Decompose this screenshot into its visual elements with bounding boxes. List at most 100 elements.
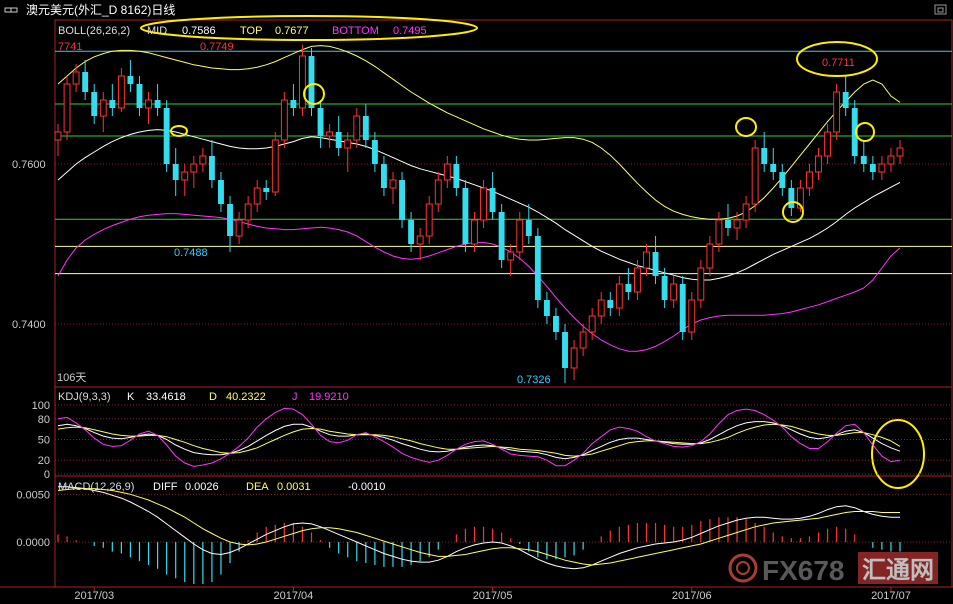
candle-body-up xyxy=(806,171,813,189)
legend-highlight-ellipse xyxy=(140,15,478,41)
candle-body-down xyxy=(172,164,179,180)
candle-body-down xyxy=(308,56,315,108)
candle-body-down xyxy=(408,220,415,244)
macd-label: MACD(12,26,9) xyxy=(58,481,134,493)
left-edge-label: 7741 xyxy=(58,41,82,53)
boll-bottom-label: BOTTOM xyxy=(332,25,379,37)
link-icon[interactable] xyxy=(4,7,18,13)
kdj-lines xyxy=(57,407,901,467)
boll-bottom-value: 0.7495 xyxy=(393,25,427,37)
candle-body-down xyxy=(779,172,786,188)
price-annotations: 7741 0.7749 0.7488 0.7326 0.7711 106天 xyxy=(57,41,855,386)
high-label-june: 0.7711 xyxy=(822,57,855,69)
candle-body-up xyxy=(326,131,334,137)
candle-body-up xyxy=(190,163,198,173)
macd-diff-value: 0.0026 xyxy=(185,481,219,493)
kdj-d-label: D xyxy=(209,391,217,403)
candle-body-up xyxy=(715,219,723,245)
kdj-line-k xyxy=(57,421,901,460)
candle-body-up xyxy=(751,147,759,205)
candle-body-down xyxy=(725,220,731,228)
candle-body-up xyxy=(833,91,841,133)
watermark-sub: 汇通网 xyxy=(862,557,934,584)
candle-body-up xyxy=(697,267,705,301)
kdj-line-d xyxy=(57,423,901,457)
candle-body-up xyxy=(443,163,451,181)
kdj-ytick-label: 80 xyxy=(38,414,50,426)
candle-body-down xyxy=(371,140,378,164)
candle-body-down xyxy=(208,156,215,180)
june-ellipse-2 xyxy=(782,201,804,223)
candle-body-up xyxy=(181,171,189,181)
candle-body-down xyxy=(851,108,858,156)
boll-legend: BOLL(26,26,2) MID 0.7586 TOP 0.7677 BOTT… xyxy=(58,25,427,37)
candle-body-down xyxy=(263,188,270,192)
price-ytick-label: 0.7400 xyxy=(12,319,46,331)
candle-body-up xyxy=(253,187,261,205)
candle-body-down xyxy=(679,284,686,332)
june-ellipse-1 xyxy=(735,117,757,137)
candle-body-up xyxy=(588,315,596,333)
candle-body-up xyxy=(145,99,152,109)
candle-body-up xyxy=(480,187,487,221)
price-grid xyxy=(55,163,952,325)
candle-body-up xyxy=(815,155,822,173)
candle-body-up xyxy=(117,75,125,109)
candle-body-down xyxy=(607,300,614,308)
kdj-j-label: J xyxy=(292,391,298,403)
candle-body-up xyxy=(570,347,578,369)
macd-y-axis: 0.0050 0.0000 xyxy=(16,489,50,549)
candle-body-down xyxy=(498,212,505,260)
low-label-march: 0.7488 xyxy=(174,247,208,259)
candle-body-up xyxy=(878,163,886,173)
macd-grid xyxy=(55,493,952,543)
macd-lines xyxy=(57,486,900,570)
macd-ytick-label: 0.0050 xyxy=(16,489,50,501)
candle-body-up xyxy=(434,179,442,205)
candle-body-down xyxy=(227,204,233,236)
boll-mid-value: 0.7586 xyxy=(182,25,216,37)
candle-body-up xyxy=(796,187,804,209)
macd-diff-label: DIFF xyxy=(153,481,178,493)
candle-body-up xyxy=(688,299,696,333)
candle-body-up xyxy=(733,219,741,229)
march-ellipse xyxy=(170,125,188,137)
candle-body-down xyxy=(842,92,849,108)
candle-body-down xyxy=(543,300,550,316)
price-panel-frame xyxy=(54,19,953,388)
candle-body-down xyxy=(317,108,324,136)
panel-frames xyxy=(0,19,953,588)
april-ellipse xyxy=(303,83,325,105)
candle-body-down xyxy=(362,116,369,140)
candle-body-down xyxy=(82,72,89,92)
boll-label: BOLL(26,26,2) xyxy=(58,25,130,37)
candle-body-up xyxy=(99,99,107,117)
candle-body-up xyxy=(54,131,62,141)
fx678-logo-icon xyxy=(728,553,758,583)
candle-body-up xyxy=(670,283,678,301)
title-bar: 澳元美元(外汇_D 8162)日线 xyxy=(0,0,953,20)
candlesticks xyxy=(54,44,904,384)
candle-body-down xyxy=(290,100,297,108)
candle-body-down xyxy=(553,316,559,332)
x-axis: 2017/03 2017/04 2017/05 2017/06 2017/07 xyxy=(74,587,911,602)
kdj-ellipse xyxy=(871,419,925,489)
low-label-may: 0.7326 xyxy=(517,374,551,386)
candle-body-down xyxy=(770,164,777,172)
candle-body-up xyxy=(416,235,424,245)
kdj-grid xyxy=(55,404,952,475)
candle-body-up xyxy=(824,131,832,157)
restore-window-icon[interactable] xyxy=(934,4,947,15)
candle-body-up xyxy=(72,71,80,85)
candle-body-down xyxy=(860,156,867,164)
candle-body-down xyxy=(136,84,143,108)
candle-body-up xyxy=(244,203,252,221)
macd-ytick-label: 0.0000 xyxy=(16,537,50,549)
x-tick-label: 2017/07 xyxy=(871,590,911,602)
x-tick-label: 2017/03 xyxy=(74,590,114,602)
candle-body-down xyxy=(127,76,134,84)
highlight-ellipses xyxy=(140,15,925,489)
macd-dea-line xyxy=(57,488,900,566)
x-tick-label: 2017/04 xyxy=(274,590,314,602)
